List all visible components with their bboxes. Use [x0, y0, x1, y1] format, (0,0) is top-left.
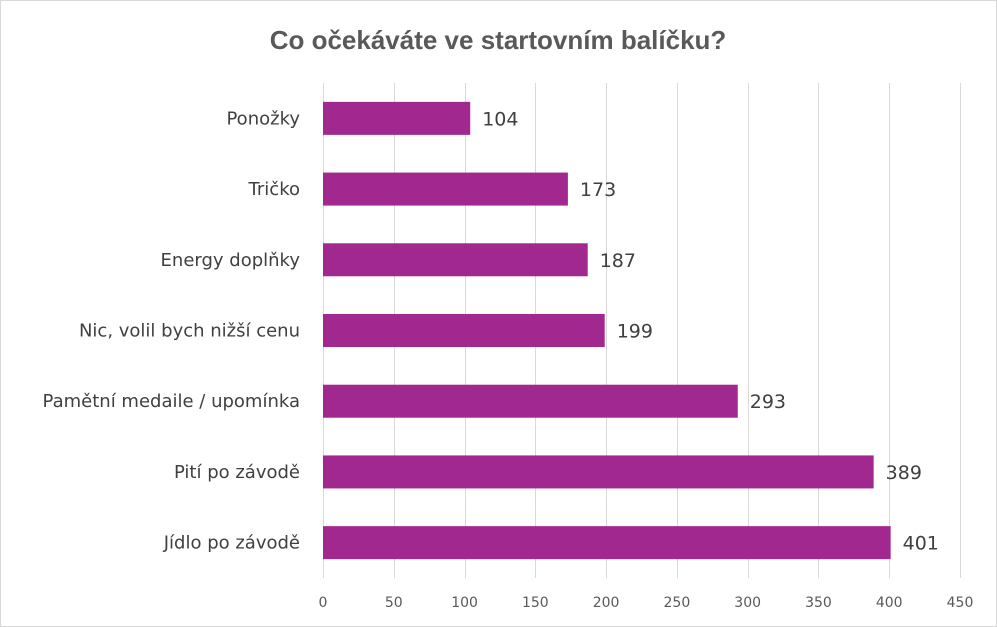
bar — [323, 243, 588, 277]
bar — [323, 101, 471, 135]
x-tick-label: 450 — [947, 595, 974, 611]
chart-title: Co očekáváte ve startovním balíčku? — [270, 25, 727, 55]
data-label: 187 — [600, 250, 636, 272]
category-label: Jídlo po závodě — [163, 533, 300, 554]
x-tick-labels: 0 50 100 150 200 250 300 350 400 450 — [319, 595, 974, 611]
x-tick-label: 250 — [664, 595, 691, 611]
category-label: Nic, volil bych nižší cenu — [79, 321, 300, 342]
x-tick-label: 350 — [805, 595, 832, 611]
data-labels: 104 173 187 199 293 389 401 — [482, 108, 939, 554]
x-tick-label: 50 — [385, 595, 403, 611]
data-label: 389 — [886, 462, 922, 484]
bar — [323, 314, 605, 347]
x-tick-label: 300 — [734, 595, 761, 611]
x-tick-label: 200 — [593, 595, 620, 611]
data-label: 401 — [903, 533, 939, 555]
x-tick-label: 400 — [876, 595, 903, 611]
grid-lines — [323, 83, 961, 578]
category-label: Pamětní medaile / upomínka — [43, 391, 300, 412]
category-labels: Ponožky Tričko Energy doplňky Nic, volil by… — [43, 108, 301, 553]
data-label: 293 — [750, 391, 786, 413]
data-label: 173 — [580, 179, 616, 201]
bar — [323, 172, 568, 206]
x-tick-label: 100 — [451, 595, 478, 611]
bar — [323, 384, 738, 418]
category-label: Energy doplňky — [161, 250, 301, 271]
bar — [323, 526, 891, 560]
bar — [323, 455, 874, 489]
bars — [323, 101, 891, 560]
x-tick-label: 150 — [522, 595, 549, 611]
category-label: Pití po závodě — [174, 462, 300, 483]
category-label: Tričko — [248, 179, 300, 200]
data-label: 104 — [482, 108, 518, 130]
data-label: 199 — [617, 321, 653, 343]
x-tick-label: 0 — [319, 595, 328, 611]
category-label: Ponožky — [226, 108, 300, 129]
